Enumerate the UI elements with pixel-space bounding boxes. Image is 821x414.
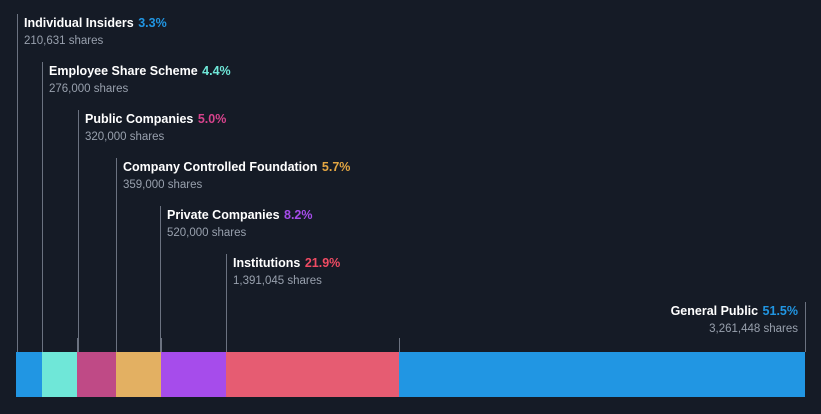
label-employee-share-scheme-shares: 276,000 shares bbox=[49, 83, 129, 95]
label-general-public[interactable]: General Public 51.5% 3,261,448 shares bbox=[671, 302, 798, 337]
bar-tick-institutions bbox=[399, 338, 400, 352]
label-private-companies-name: Private Companies bbox=[167, 208, 280, 222]
leader-line-company-controlled-foundation bbox=[116, 158, 117, 352]
label-general-public-percent: 51.5% bbox=[762, 304, 798, 318]
ownership-stacked-bar bbox=[16, 352, 805, 397]
label-individual-insiders[interactable]: Individual Insiders 3.3% 210,631 shares bbox=[24, 14, 167, 49]
label-general-public-name: General Public bbox=[670, 304, 759, 318]
label-public-companies[interactable]: Public Companies 5.0% 320,000 shares bbox=[85, 110, 226, 145]
label-institutions-heading: Institutions 21.9% bbox=[233, 254, 340, 272]
bar-segment-company-controlled-foundation[interactable] bbox=[116, 352, 162, 397]
leader-line-general-public bbox=[805, 302, 806, 352]
label-company-controlled-foundation-name: Company Controlled Foundation bbox=[123, 160, 318, 174]
label-employee-share-scheme-percent: 4.4% bbox=[202, 64, 231, 78]
label-institutions-percent: 21.9% bbox=[304, 256, 341, 270]
bar-segment-private-companies[interactable] bbox=[161, 352, 226, 397]
label-individual-insiders-percent: 3.3% bbox=[138, 16, 167, 30]
label-individual-insiders-name: Individual Insiders bbox=[24, 16, 134, 30]
leader-line-individual-insiders bbox=[17, 14, 18, 352]
label-private-companies-percent: 8.2% bbox=[284, 208, 313, 222]
label-employee-share-scheme-name: Employee Share Scheme bbox=[49, 64, 198, 78]
label-general-public-shares: 3,261,448 shares bbox=[709, 323, 798, 335]
leader-line-employee-share-scheme bbox=[42, 62, 43, 352]
label-public-companies-shares: 320,000 shares bbox=[85, 131, 165, 143]
bar-tick-employee-share-scheme bbox=[77, 338, 78, 352]
leader-line-institutions bbox=[226, 254, 227, 352]
leader-line-private-companies bbox=[160, 206, 161, 352]
bar-tick-public-companies bbox=[116, 338, 117, 352]
label-private-companies[interactable]: Private Companies 8.2% 520,000 shares bbox=[167, 206, 313, 241]
label-employee-share-scheme[interactable]: Employee Share Scheme 4.4% 276,000 share… bbox=[49, 62, 231, 97]
label-company-controlled-foundation-shares: 359,000 shares bbox=[123, 179, 203, 191]
bar-segment-employee-share-scheme[interactable] bbox=[42, 352, 77, 397]
label-public-companies-heading: Public Companies 5.0% bbox=[85, 110, 226, 128]
label-public-companies-percent: 5.0% bbox=[197, 112, 227, 126]
label-company-controlled-foundation-heading: Company Controlled Foundation 5.7% bbox=[123, 158, 350, 176]
leader-line-public-companies bbox=[78, 110, 79, 352]
bar-segment-individual-insiders[interactable] bbox=[16, 352, 43, 397]
bar-tick-company-controlled-foundation bbox=[161, 338, 162, 352]
label-public-companies-name: Public Companies bbox=[85, 112, 194, 126]
label-company-controlled-foundation-percent: 5.7% bbox=[321, 160, 351, 174]
label-company-controlled-foundation[interactable]: Company Controlled Foundation 5.7% 359,0… bbox=[123, 158, 350, 193]
label-institutions-shares: 1,391,045 shares bbox=[233, 275, 322, 287]
bar-segment-institutions[interactable] bbox=[225, 352, 399, 397]
bar-tick-private-companies bbox=[226, 338, 227, 352]
label-institutions[interactable]: Institutions 21.9% 1,391,045 shares bbox=[233, 254, 340, 289]
bar-tick-individual-insiders bbox=[42, 338, 43, 352]
label-general-public-heading: General Public 51.5% bbox=[671, 302, 798, 320]
label-institutions-name: Institutions bbox=[233, 256, 301, 270]
label-individual-insiders-shares: 210,631 shares bbox=[24, 35, 104, 47]
bar-segment-public-companies[interactable] bbox=[76, 352, 117, 397]
label-private-companies-heading: Private Companies 8.2% bbox=[167, 206, 313, 224]
bar-segment-general-public[interactable] bbox=[398, 352, 805, 397]
label-individual-insiders-heading: Individual Insiders 3.3% bbox=[24, 14, 167, 32]
label-private-companies-shares: 520,000 shares bbox=[167, 227, 247, 239]
label-employee-share-scheme-heading: Employee Share Scheme 4.4% bbox=[49, 62, 231, 80]
